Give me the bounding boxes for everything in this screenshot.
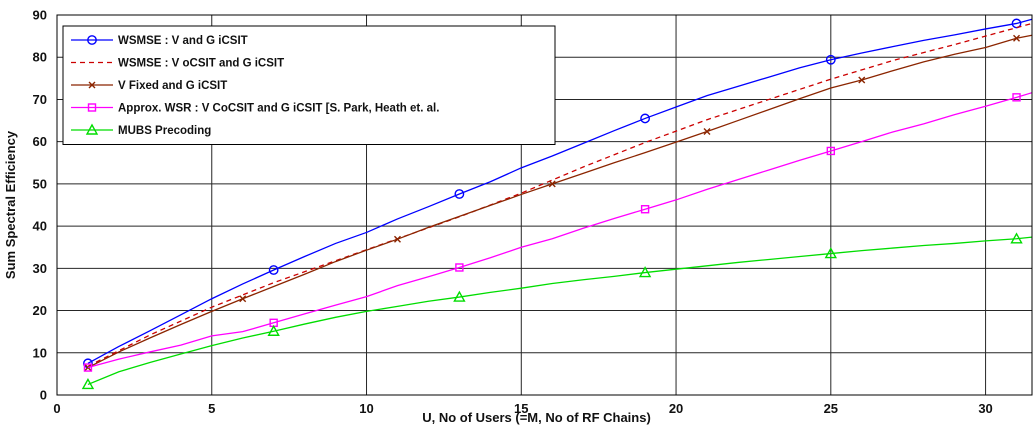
x-axis-label: U, No of Users (=M, No of RF Chains) — [422, 410, 651, 425]
data-point — [703, 128, 711, 136]
x-tick-label: 5 — [208, 401, 215, 416]
legend-marker — [87, 103, 97, 112]
legend-marker — [88, 81, 96, 89]
y-tick-label: 90 — [33, 8, 47, 23]
data-point — [1010, 232, 1023, 244]
x-tick-label: 15 — [514, 401, 528, 416]
data-point — [548, 180, 556, 188]
series-5 — [81, 232, 1033, 390]
y-tick-label: 20 — [33, 303, 47, 318]
data-point — [638, 266, 652, 278]
data-point — [640, 205, 650, 214]
series-line — [87, 22, 1033, 367]
data-point — [84, 364, 92, 372]
legend: WSMSE : V and G iCSIT WSMSE : V oCSIT and… — [62, 25, 556, 145]
x-tick-label: 25 — [824, 401, 838, 416]
series-2 — [87, 22, 1033, 367]
data-point — [824, 247, 837, 259]
legend-item: MUBS Precoding — [71, 123, 211, 137]
data-point — [239, 295, 247, 303]
legend-marker — [87, 35, 97, 45]
legend-label: WSMSE : V and G iCSIT — [118, 35, 248, 47]
legend-label: MUBS Precoding — [118, 125, 211, 137]
data-point — [640, 113, 650, 124]
data-point — [393, 235, 401, 243]
data-point — [454, 189, 465, 199]
y-tick-label: 30 — [33, 261, 47, 276]
legend-label: V Fixed and G iCSIT — [118, 80, 227, 92]
series-layer — [81, 18, 1033, 390]
data-point — [1013, 34, 1021, 42]
y-tick-label: 50 — [33, 176, 47, 191]
data-point — [858, 76, 866, 84]
data-point — [453, 290, 466, 302]
y-tick-label: 40 — [33, 219, 47, 234]
data-point — [83, 363, 93, 372]
data-point — [81, 378, 95, 390]
ticks-layer: 0 5 10 15 20 25 30 0 10 20 30 40 50 60 70 80 90 — [33, 8, 993, 417]
legend-label: Approx. WSR : V CoCSIT and G iCSIT [S. P… — [118, 103, 439, 115]
data-point — [825, 54, 836, 65]
data-point — [826, 146, 836, 156]
plot-frame — [56, 14, 1033, 396]
data-point — [455, 263, 464, 272]
legend-item: WSMSE : V and G iCSIT — [71, 35, 248, 47]
series-4 — [83, 92, 1033, 372]
x-tick-label: 10 — [359, 401, 373, 416]
x-tick-label: 0 — [53, 401, 60, 416]
legend-label: WSMSE : V oCSIT and G iCSIT — [118, 58, 284, 70]
legend-marker — [85, 123, 99, 135]
data-point — [268, 265, 279, 275]
series-line — [87, 236, 1033, 386]
data-point — [1011, 18, 1022, 29]
y-tick-label: 0 — [40, 388, 47, 403]
y-tick-label: 60 — [33, 134, 47, 149]
legend-item: WSMSE : V oCSIT and G iCSIT — [71, 58, 284, 70]
series-line — [87, 92, 1033, 369]
axes-layer — [56, 14, 1033, 396]
legend-item: V Fixed and G iCSIT — [71, 80, 227, 92]
data-point — [1012, 93, 1021, 102]
legend-box — [62, 25, 556, 145]
x-tick-label: 20 — [669, 401, 683, 416]
series-line — [87, 34, 1033, 369]
legend-item: Approx. WSR : V CoCSIT and G iCSIT [S. P… — [71, 103, 439, 115]
series-1 — [83, 18, 1033, 369]
y-axis-label: Sum Spectral Efficiency — [3, 130, 18, 279]
data-point — [267, 324, 280, 336]
series-line — [87, 18, 1033, 364]
x-tick-label: 30 — [978, 401, 992, 416]
series-3 — [84, 34, 1033, 372]
y-tick-label: 10 — [33, 345, 47, 360]
y-tick-label: 70 — [33, 92, 47, 107]
y-tick-label: 80 — [33, 50, 47, 65]
